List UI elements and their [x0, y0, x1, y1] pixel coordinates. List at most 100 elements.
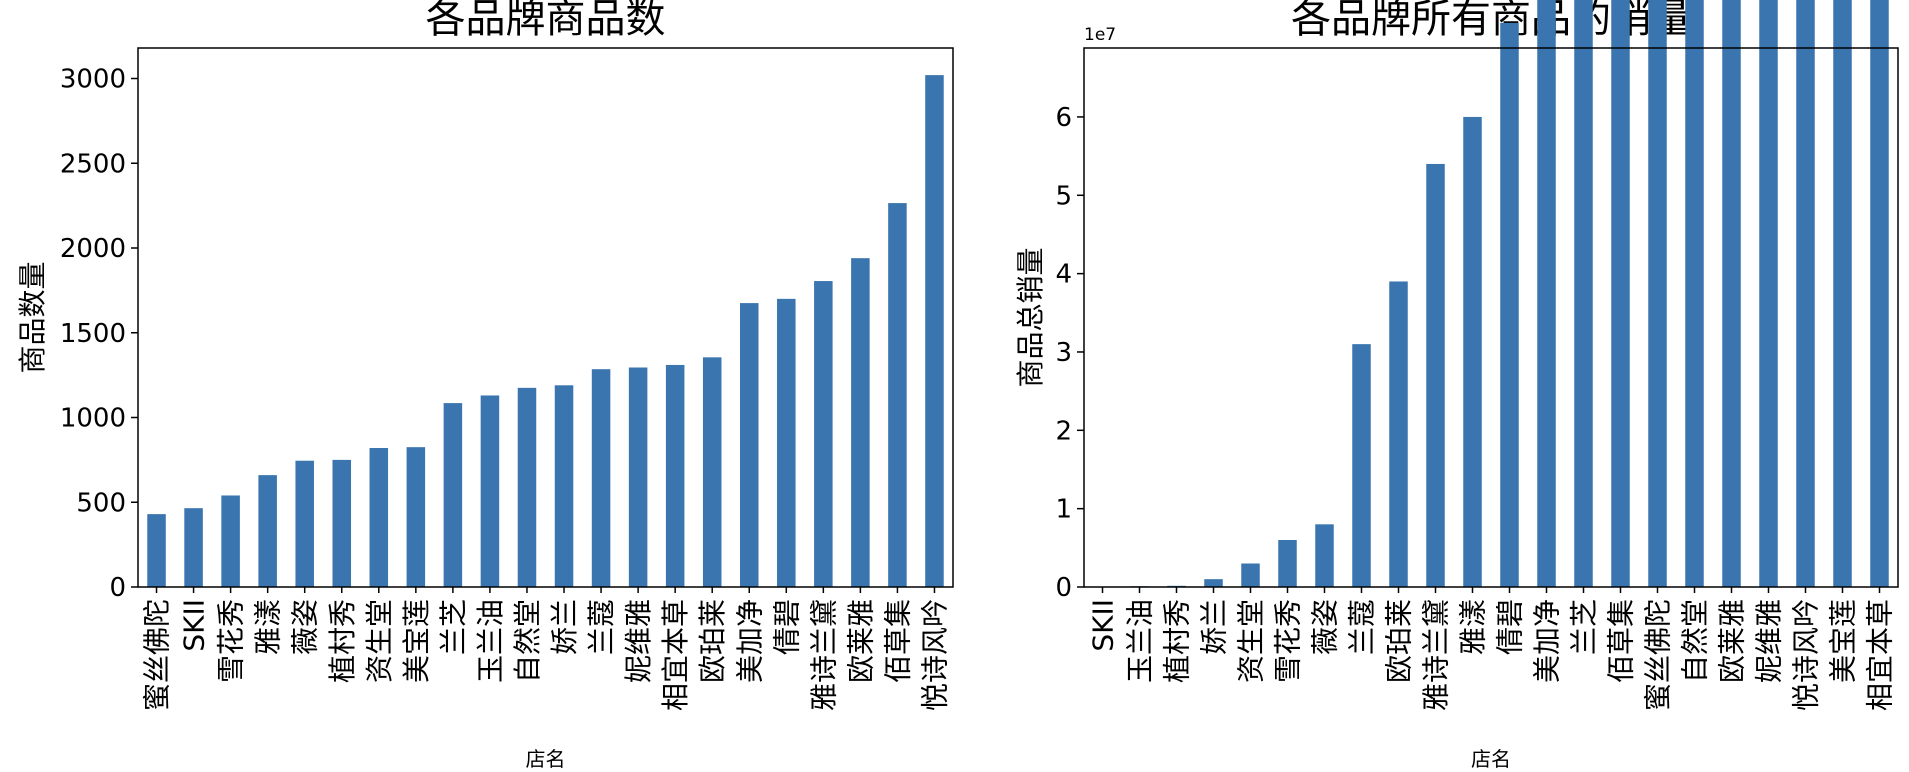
chart-total-sales: 各品牌所有商品的销量 SKII 玉兰油 植村秀 娇兰 资生堂 雪花秀 薇姿 兰蔻 欧珀莱 雅诗兰黛雅…: [1014, 0, 1899, 771]
bar-7: [406, 447, 426, 587]
x-tick-label-17: 倩碧: [770, 599, 803, 655]
bar-3: [1204, 579, 1223, 587]
bar-11: [1500, 22, 1519, 587]
bar-12: [591, 369, 611, 587]
chart-title: 各品牌所有商品的销量: [1291, 0, 1691, 42]
bar-13: [1574, 0, 1593, 588]
x-tick-label-5: 雪花秀: [1272, 599, 1305, 683]
y-tick-label-6: 6: [1055, 103, 1072, 133]
bar-17: [777, 298, 796, 587]
bar-17: [1722, 0, 1741, 587]
x-tick-label-14: 相宜本草: [659, 599, 692, 711]
y-tick-label-6: 3000: [60, 65, 126, 95]
bar-10: [517, 387, 537, 587]
bar-10: [1463, 116, 1482, 587]
bar-18: [1759, 0, 1778, 587]
plot-frame: [1083, 47, 1899, 588]
y-axis-label: 商品数量: [16, 261, 49, 373]
x-tick-label-1: SKII: [178, 599, 211, 652]
bar-20: [1833, 0, 1852, 587]
bar-21: [1870, 0, 1889, 587]
bar-13: [628, 367, 648, 587]
bar-5: [1278, 539, 1297, 587]
plot-frame: [137, 47, 954, 588]
bar-0: [147, 514, 166, 587]
x-tick-label-13: 妮维雅: [622, 599, 655, 683]
x-tick-label-0: SKII: [1087, 599, 1120, 652]
bar-9: [480, 395, 500, 587]
x-tick-label-9: 玉兰油: [474, 599, 507, 683]
y-axis-label: 商品总销量: [1014, 247, 1047, 387]
y-tick-label-4: 4: [1055, 260, 1072, 290]
x-tick-label-3: 雅漾: [252, 599, 285, 655]
bar-12: [1537, 0, 1556, 587]
x-tick-label-1: 玉兰油: [1124, 599, 1157, 683]
bar-16: [1685, 0, 1704, 588]
x-tick-label-16: 美加净: [733, 599, 766, 683]
x-tick-label-20: 美宝莲: [1827, 599, 1860, 683]
x-tick-label-21: 相宜本草: [1864, 599, 1897, 711]
x-tick-label-14: 佰草集: [1605, 599, 1638, 683]
bar-4: [295, 460, 314, 587]
x-tick-label-15: 蜜丝佛陀: [1642, 599, 1675, 711]
y-tick-label-5: 2500: [60, 149, 126, 179]
x-tick-label-9: 雅诗兰黛: [1420, 599, 1453, 711]
x-tick-label-20: 佰草集: [881, 599, 914, 683]
bar-2: [221, 495, 240, 587]
x-tick-label-8: 欧珀莱: [1383, 599, 1416, 683]
bar-19: [1796, 0, 1815, 587]
y-tick-label-3: 1500: [60, 319, 126, 349]
x-tick-label-10: 雅漾: [1457, 599, 1490, 655]
bar-15: [702, 357, 722, 587]
x-tick-label-18: 雅诗兰黛: [807, 599, 840, 711]
x-tick-label-7: 兰蔻: [1346, 599, 1379, 655]
bar-18: [814, 281, 833, 587]
x-tick-label-19: 欧莱雅: [844, 599, 877, 683]
bar-8: [1389, 281, 1408, 587]
x-tick-label-15: 欧珀莱: [696, 599, 729, 683]
bar-14: [665, 364, 685, 587]
bar-3: [258, 475, 277, 587]
x-tick-label-0: 蜜丝佛陀: [141, 599, 174, 711]
x-tick-label-2: 雪花秀: [215, 599, 248, 683]
x-tick-label-2: 植村秀: [1161, 599, 1194, 683]
x-tick-label-10: 自然堂: [511, 599, 544, 683]
x-tick-label-7: 美宝莲: [400, 599, 433, 683]
y-tick-label-2: 1000: [60, 404, 126, 434]
x-axis-label: 店名: [1471, 747, 1511, 771]
y-tick-label-0: 0: [1055, 573, 1072, 603]
bar-9: [1426, 163, 1445, 587]
x-tick-label-4: 薇姿: [289, 599, 322, 655]
y-tick-label-0: 0: [109, 573, 126, 603]
x-tick-label-21: 悦诗风吟: [918, 599, 951, 711]
y-tick-label-1: 500: [76, 488, 126, 518]
y-tick-label-3: 3: [1055, 338, 1072, 368]
bar-1: [184, 508, 203, 587]
bar-16: [739, 303, 759, 587]
x-tick-label-19: 悦诗风吟: [1790, 599, 1823, 711]
x-tick-label-12: 美加净: [1531, 599, 1564, 683]
x-tick-label-5: 植村秀: [326, 599, 359, 683]
x-tick-label-3: 娇兰: [1198, 599, 1231, 655]
bar-15: [1648, 0, 1667, 588]
bar-11: [554, 385, 574, 587]
bar-4: [1241, 563, 1260, 587]
x-tick-label-4: 资生堂: [1235, 599, 1268, 683]
y-tick-label-2: 2: [1055, 416, 1072, 446]
x-tick-label-6: 薇姿: [1309, 599, 1342, 655]
x-tick-label-6: 资生堂: [363, 599, 396, 683]
x-axis-label: 店名: [526, 747, 566, 771]
bar-19: [851, 258, 870, 587]
x-tick-label-12: 兰蔻: [585, 599, 618, 655]
bar-7: [1352, 344, 1371, 587]
x-tick-label-17: 欧莱雅: [1716, 599, 1749, 683]
x-tick-label-13: 兰芝: [1568, 599, 1601, 655]
x-tick-label-16: 自然堂: [1679, 599, 1712, 683]
y-tick-label-4: 2000: [60, 234, 126, 264]
chart-title: 各品牌商品数: [426, 0, 666, 42]
bar-21: [925, 75, 944, 587]
bar-5: [332, 459, 352, 587]
x-tick-label-11: 倩碧: [1494, 599, 1527, 655]
